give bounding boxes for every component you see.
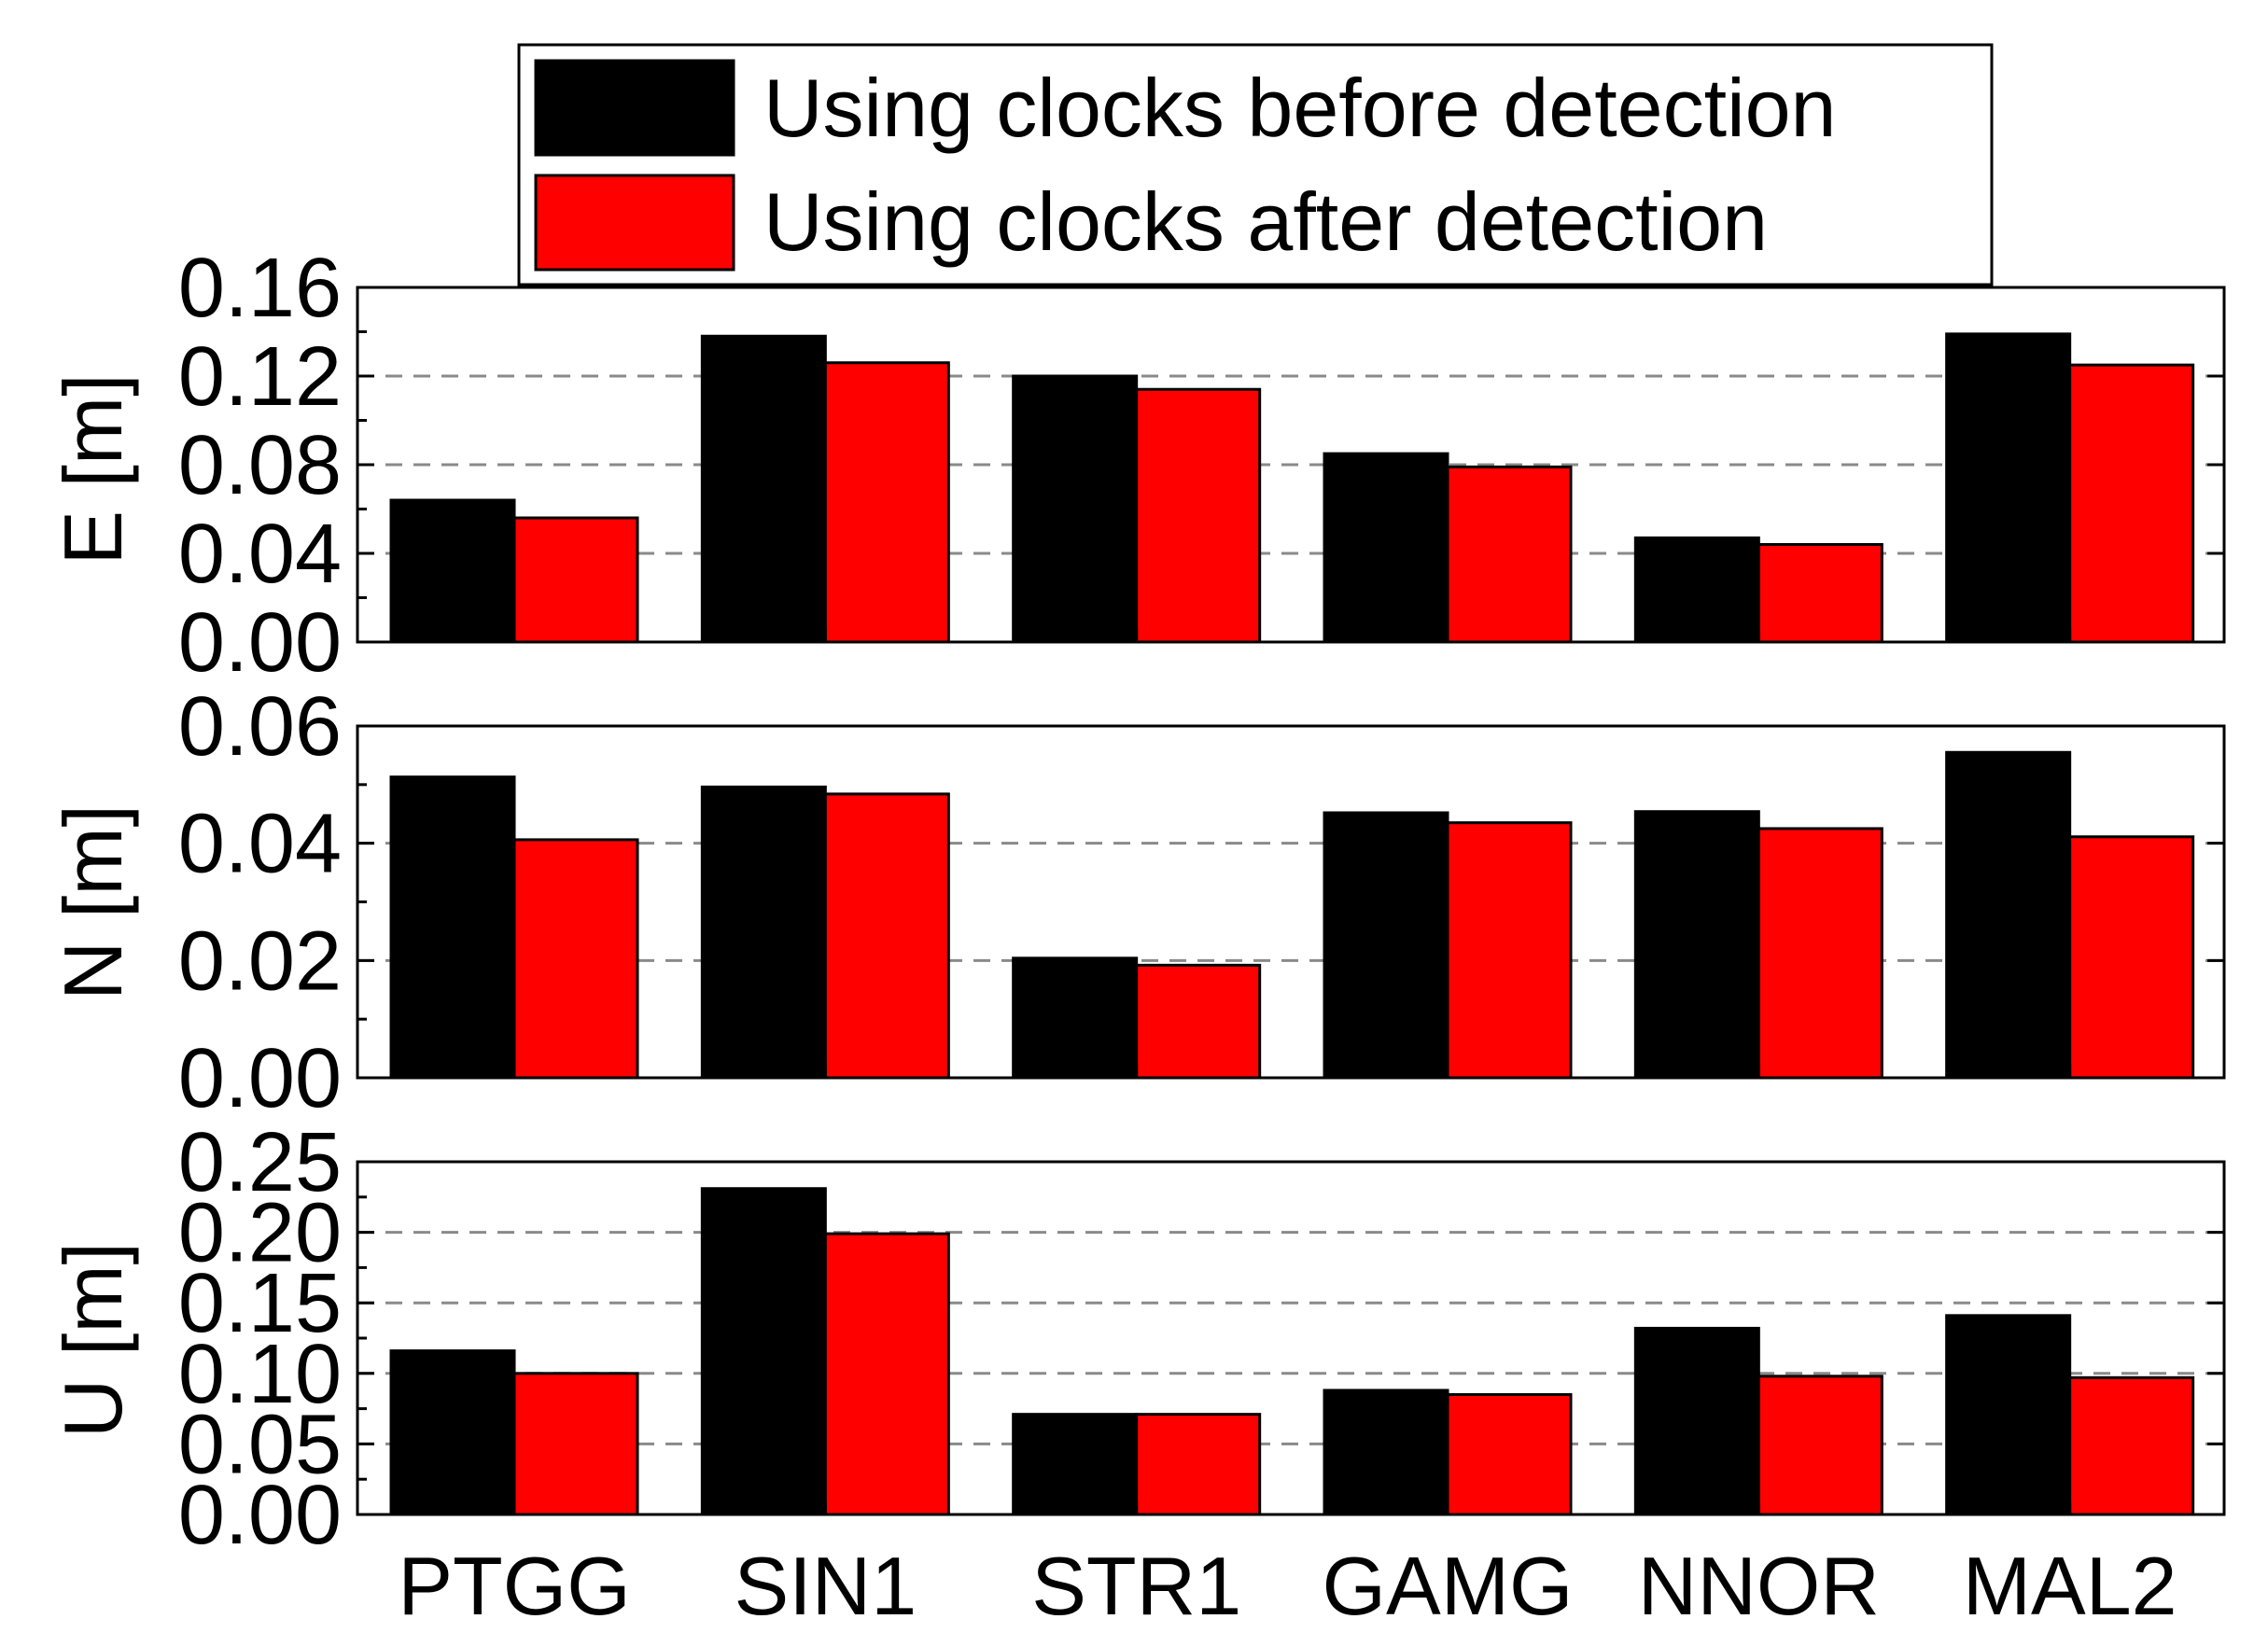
panels: 0.000.040.080.120.16E [m]0.000.020.040.0…: [47, 242, 2226, 1632]
bar-before-ptgg: [389, 775, 516, 1080]
y-tick-label: 0.25: [178, 1116, 342, 1209]
x-tick-label-ptgg: PTGG: [398, 1540, 630, 1632]
bar-after-mal2: [2068, 835, 2195, 1080]
bar-after-nnor: [1757, 543, 1883, 644]
y-tick-label: 0.02: [178, 914, 342, 1008]
bar-before-ptgg: [389, 1349, 516, 1516]
bar-before-nnor: [1633, 1326, 1760, 1516]
y-tick-label: 0.08: [178, 419, 342, 512]
bar-after-ptgg: [512, 838, 639, 1080]
bar-before-str1: [1012, 1413, 1139, 1516]
x-tick-label-str1: STR1: [1031, 1540, 1241, 1632]
legend-swatch-after: [534, 174, 735, 272]
bar-after-nnor: [1757, 1375, 1883, 1516]
bar-before-gamg: [1323, 811, 1449, 1080]
y-tick-label: 0.20: [178, 1187, 342, 1280]
y-axis-title: U [m]: [47, 1242, 139, 1438]
bar-before-mal2: [1945, 1314, 2072, 1516]
panel-2: 0.000.050.100.150.200.25 U [m]: [47, 1116, 2226, 1562]
bar-before-nnor: [1633, 536, 1760, 644]
bar-after-gamg: [1446, 465, 1573, 644]
bar-after-mal2: [2068, 1375, 2195, 1516]
bar-after-str1: [1135, 963, 1262, 1080]
bar-before-gamg: [1323, 452, 1449, 644]
y-tick-label: 0.05: [178, 1398, 342, 1491]
x-tick-label-nnor: NNOR: [1638, 1540, 1880, 1632]
bar-before-nnor: [1633, 810, 1760, 1080]
legend-label-before: Using clocks before detection: [763, 62, 1837, 154]
bar-after-sin1: [823, 361, 950, 644]
bar-after-ptgg: [512, 1372, 639, 1516]
legend-label-after: Using clocks after detection: [763, 175, 1768, 268]
y-axis-title: N [m]: [47, 804, 139, 1000]
bar-after-sin1: [823, 1232, 950, 1516]
bar-after-str1: [1135, 1413, 1262, 1516]
y-tick-label: 0.04: [178, 508, 342, 601]
bar-before-sin1: [700, 785, 827, 1080]
bar-after-mal2: [2068, 363, 2195, 644]
bar-before-mal2: [1945, 332, 2072, 644]
bar-after-str1: [1135, 387, 1262, 644]
legend-swatch-before: [534, 59, 735, 157]
y-axis-title: E [m]: [47, 373, 139, 565]
x-tick-label-mal2: MAL2: [1963, 1540, 2177, 1632]
legend: Using clocks before detection Using cloc…: [517, 43, 1994, 286]
bar-before-str1: [1012, 956, 1139, 1080]
bar-before-mal2: [1945, 750, 2072, 1080]
bar-after-nnor: [1757, 827, 1883, 1080]
y-tick-label: 0.16: [178, 242, 342, 335]
y-tick-label: 0.00: [178, 1032, 342, 1125]
y-tick-label: 0.00: [178, 1469, 342, 1562]
bar-after-gamg: [1446, 821, 1573, 1080]
y-tick-label: 0.00: [178, 596, 342, 690]
y-tick-label: 0.12: [178, 330, 342, 424]
bar-before-ptgg: [389, 498, 516, 644]
bar-before-sin1: [700, 334, 827, 644]
bar-before-gamg: [1323, 1389, 1449, 1516]
y-tick-label: 0.04: [178, 798, 342, 891]
bar-after-ptgg: [512, 516, 639, 644]
bar-after-gamg: [1446, 1392, 1573, 1516]
x-tick-label-sin1: SIN1: [735, 1540, 917, 1632]
bar-after-sin1: [823, 792, 950, 1080]
panel-0: 0.000.040.080.120.16 E [m]: [47, 242, 2226, 690]
y-tick-label: 0.06: [178, 680, 342, 774]
y-tick-label: 0.10: [178, 1328, 342, 1421]
panel-1: 0.00 0.02 0.04 0.06 N [m]: [47, 680, 2226, 1125]
bar-before-sin1: [700, 1187, 827, 1516]
x-tick-label-gamg: GAMG: [1323, 1540, 1574, 1632]
bar-before-str1: [1012, 374, 1139, 644]
y-tick-label: 0.15: [178, 1257, 342, 1350]
legend-frame: [517, 43, 1994, 286]
